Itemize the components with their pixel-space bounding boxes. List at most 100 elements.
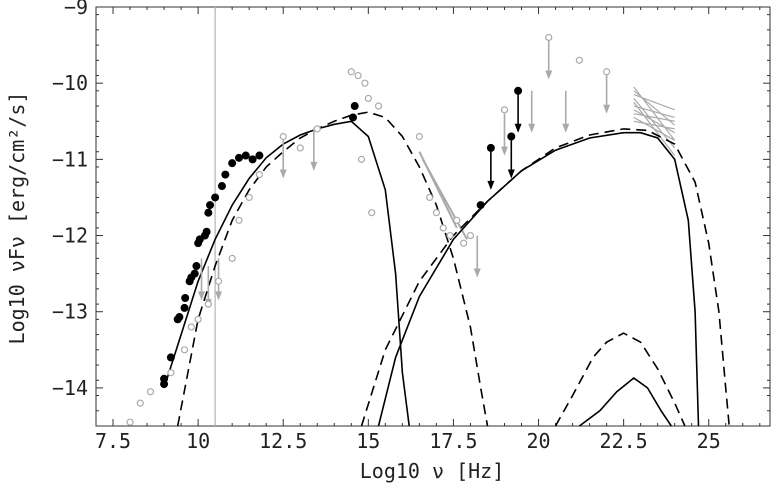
gray-data-point (313, 125, 321, 133)
black-data-point (192, 262, 201, 271)
dashed-hump-curve (554, 332, 686, 427)
y-tick-label: −14 (52, 376, 88, 400)
black-upper-limit-head (507, 169, 515, 179)
dashed-synchrotron-curve (176, 111, 489, 427)
gray-data-point (446, 231, 454, 240)
black-data-point (350, 102, 359, 111)
black-data-point (175, 313, 184, 322)
gray-data-point (368, 209, 376, 217)
gray-upper-limit-head (528, 123, 536, 133)
gamma-bowtie-line (633, 120, 675, 130)
axis-ticks: 7.5 10 12.5 15 17.5 20 22.5 25 −9 −10 −11 −12 −13 −14 (52, 0, 770, 453)
gray-data-point (354, 71, 362, 80)
gray-data-point (255, 171, 263, 179)
black-data-point (202, 227, 211, 236)
xray-slope-line (421, 158, 468, 240)
gray-data-point (425, 193, 434, 202)
gray-data-point (245, 193, 253, 202)
gray-upper-limit-head (562, 123, 570, 133)
gray-data-point (460, 239, 468, 247)
gray-data-point (204, 300, 212, 308)
gray-data-point (415, 132, 423, 141)
dashed-compton-curve (360, 128, 730, 427)
x-tick-label: 7.5 (95, 429, 131, 453)
gray-data-point (228, 254, 236, 262)
black-data-point (180, 303, 189, 312)
y-tick-label: −12 (52, 224, 88, 248)
gray-data-point (194, 315, 202, 323)
gray-data-point (545, 33, 553, 42)
x-tick-label: 12.5 (259, 429, 307, 453)
x-tick-label: 22.5 (600, 429, 648, 453)
gray-data-point (432, 209, 441, 217)
y-tick-label: −10 (52, 71, 88, 95)
gamma-bowtie-line (633, 98, 676, 149)
black-upper-limit-head (487, 180, 495, 190)
plot-frame (95, 6, 771, 427)
gray-data-point (575, 56, 583, 64)
solid-compton-curve (377, 131, 700, 427)
gray-upper-limit-head (215, 291, 223, 301)
gray-data-point (500, 106, 509, 114)
gray-data-point (146, 388, 155, 396)
gamma-bowtie-line (633, 109, 675, 134)
x-axis-label: Log10 ν [Hz] (360, 459, 505, 483)
gamma-bowtie-line (633, 94, 675, 111)
gray-data-point (364, 94, 372, 103)
black-data-point (190, 269, 199, 278)
gray-upper-limit-head (310, 161, 318, 171)
gray-upper-limit-head (279, 169, 287, 179)
black-data-point (248, 155, 257, 164)
x-tick-label: 17.5 (429, 429, 477, 453)
black-data-point (507, 132, 516, 141)
black-data-point (160, 374, 169, 383)
gray-data-point (126, 418, 134, 426)
black-data-point (486, 143, 495, 152)
gamma-bowtie-line (633, 113, 675, 122)
black-data-point (206, 201, 215, 210)
x-tick-label: 20 (526, 429, 550, 453)
gray-upper-limit-head (603, 104, 611, 114)
gray-upper-limit-head (198, 291, 206, 301)
solid-synchrotron-curve (163, 120, 410, 427)
x-tick-label: 10 (186, 429, 210, 453)
black-data-point (217, 182, 226, 191)
x-tick-label: 25 (697, 429, 721, 453)
gray-data-point (453, 216, 461, 224)
gray-data-point (347, 68, 355, 76)
gray-data-point (361, 79, 369, 87)
solid-hump-curve (578, 376, 672, 427)
black-upper-limit-head (514, 123, 522, 133)
gray-data-point (357, 155, 366, 163)
y-tick-label: −13 (52, 300, 88, 324)
gamma-bowtie-line (633, 116, 675, 141)
black-data-point (204, 208, 213, 217)
gray-data-point (374, 102, 383, 110)
gray-data-point (603, 68, 611, 76)
gray-upper-limit-head (545, 70, 553, 80)
gray-data-point (235, 216, 243, 224)
black-data-point (211, 193, 220, 202)
black-data-point (476, 201, 485, 210)
gray-data-point (466, 231, 475, 240)
gray-data-point (187, 323, 195, 331)
series-layer (126, 7, 730, 427)
black-data-point (255, 151, 264, 160)
black-data-point (241, 151, 250, 160)
gray-data-point (136, 399, 144, 407)
x-tick-label: 15 (356, 429, 380, 453)
gray-data-point (439, 224, 447, 232)
gray-data-point (167, 369, 175, 377)
black-data-point (181, 294, 190, 303)
black-data-point (514, 86, 523, 95)
y-tick-label: −11 (52, 147, 88, 171)
black-data-point (349, 113, 358, 122)
y-axis-label: Log10 νFν [erg/cm²/s] (5, 92, 29, 345)
gray-data-point (214, 277, 223, 285)
gray-data-point (279, 132, 287, 141)
black-data-point (234, 153, 243, 162)
black-data-point (221, 170, 230, 179)
gray-data-point (180, 346, 189, 354)
black-data-point (166, 353, 175, 362)
